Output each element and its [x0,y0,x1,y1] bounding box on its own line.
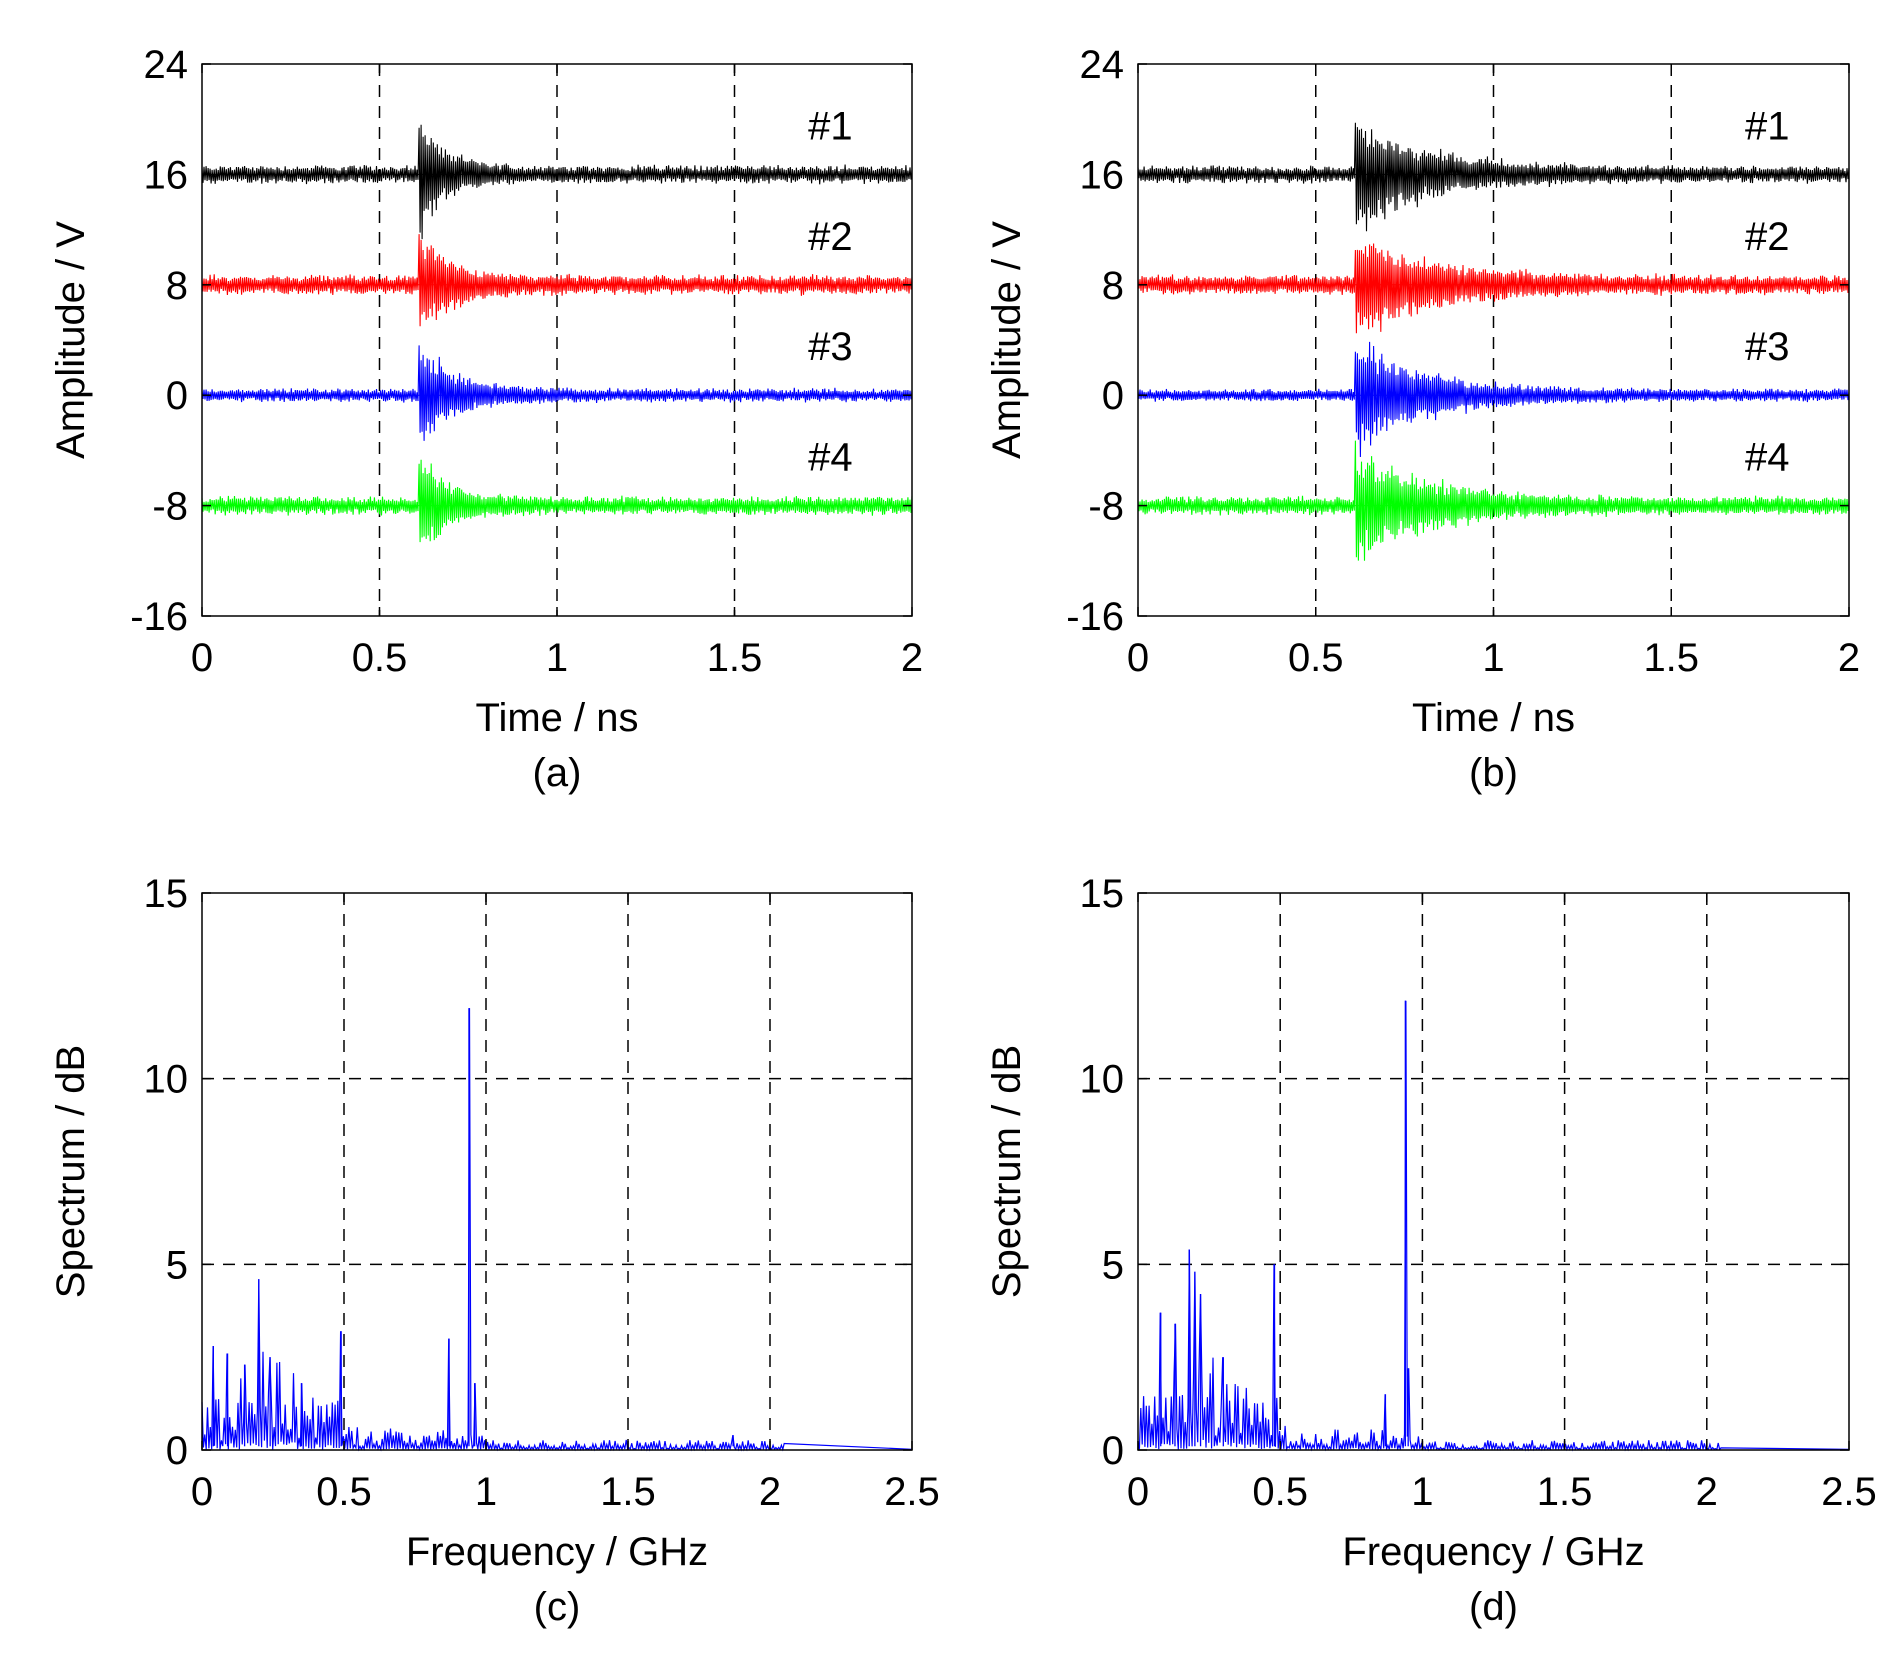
spectrum-line [201,1008,913,1452]
x-tick-label: 2.5 [884,1470,940,1514]
x-tick-label: 1.5 [600,1470,656,1514]
series-label: #4 [808,436,853,480]
x-tick-label: 1.5 [1537,1470,1593,1514]
series-label: #3 [1745,325,1790,369]
x-tick-label: 0 [191,636,213,680]
x-tick-label: 0 [191,1470,213,1514]
y-tick-label: 0 [1102,1429,1124,1473]
x-tick-label: 0 [1127,1470,1149,1514]
x-tick-label: 2 [901,636,923,680]
series-line-n4 [1137,440,1850,561]
y-tick-label: 0 [1102,374,1124,418]
spectrum-line [1137,1000,1850,1452]
x-tick-label: 2 [1838,636,1860,680]
x-axis-label: Time / ns [476,696,639,740]
x-tick-label: 1.5 [707,636,763,680]
x-tick-label: 0 [1127,636,1149,680]
panel-caption: (d) [1469,1585,1518,1629]
series-line-n3 [1137,341,1850,458]
y-axis-label: Amplitude / V [49,221,93,459]
series-line-n1 [1137,122,1850,232]
y-tick-label: 5 [1102,1243,1124,1287]
y-tick-label: 10 [1080,1058,1125,1102]
x-axis-label: Frequency / GHz [1342,1530,1644,1574]
panel-caption: (b) [1469,751,1518,795]
x-tick-label: 1 [546,636,568,680]
y-axis-label: Amplitude / V [985,221,1029,459]
axes-frame [201,892,913,1451]
y-tick-label: 24 [144,43,189,87]
x-tick-label: 0.5 [1252,1470,1308,1514]
x-axis-label: Frequency / GHz [406,1530,708,1574]
panel-caption: (c) [534,1585,581,1629]
y-tick-label: 15 [144,872,189,916]
series-label: #4 [1745,436,1790,480]
y-tick-label: -8 [152,485,188,529]
x-tick-label: 1 [1482,636,1504,680]
series-label: #2 [808,215,853,259]
series-line-n1 [201,124,913,240]
y-tick-label: 0 [166,374,188,418]
series-line-n2 [201,234,913,327]
x-tick-label: 1 [1411,1470,1433,1514]
panel-caption: (a) [533,751,582,795]
x-axis-label: Time / ns [1412,696,1575,740]
y-tick-label: 0 [166,1429,188,1473]
y-tick-label: 8 [1102,264,1124,308]
panel-a: #1 #2 #3 #4 0 0.5 1 1.5 2 -16 -8 0 8 16 24 Time / ns Amp… [49,43,923,795]
series-label: #1 [1745,104,1790,148]
series-label: #2 [1745,215,1790,259]
y-tick-label: 8 [166,264,188,308]
y-tick-label: 15 [1080,872,1125,916]
panel-d: 0 0.5 1 1.5 2 2.5 0 5 10 15 Frequency / GHz Spectru… [985,872,1877,1629]
x-tick-label: 2 [759,1470,781,1514]
y-axis-label: Spectrum / dB [49,1045,93,1298]
x-tick-label: 2 [1696,1470,1718,1514]
panel-b: #1 #2 #3 #4 0 0.5 1 1.5 2 -16 -8 0 8 16 24 Time / ns Amp… [985,43,1860,795]
y-tick-label: 16 [1080,153,1125,197]
y-tick-label: 10 [144,1058,189,1102]
series-line-n2 [1137,243,1850,334]
y-tick-label: -16 [1066,595,1124,639]
y-axis-label: Spectrum / dB [985,1045,1029,1298]
y-tick-label: 24 [1080,43,1125,87]
x-tick-label: 1 [475,1470,497,1514]
x-tick-label: 0.5 [316,1470,372,1514]
y-tick-label: 5 [166,1243,188,1287]
series-label: #3 [808,325,853,369]
y-tick-label: 16 [144,153,189,197]
x-tick-label: 0.5 [1288,636,1344,680]
panel-c: 0 0.5 1 1.5 2 2.5 0 5 10 15 Frequency / GHz Spectru… [49,872,940,1629]
axes-frame [1137,892,1850,1451]
y-tick-label: -8 [1088,485,1124,529]
x-tick-label: 1.5 [1643,636,1699,680]
x-tick-label: 0.5 [352,636,408,680]
x-tick-label: 2.5 [1821,1470,1877,1514]
series-label: #1 [808,104,853,148]
y-tick-label: -16 [130,595,188,639]
